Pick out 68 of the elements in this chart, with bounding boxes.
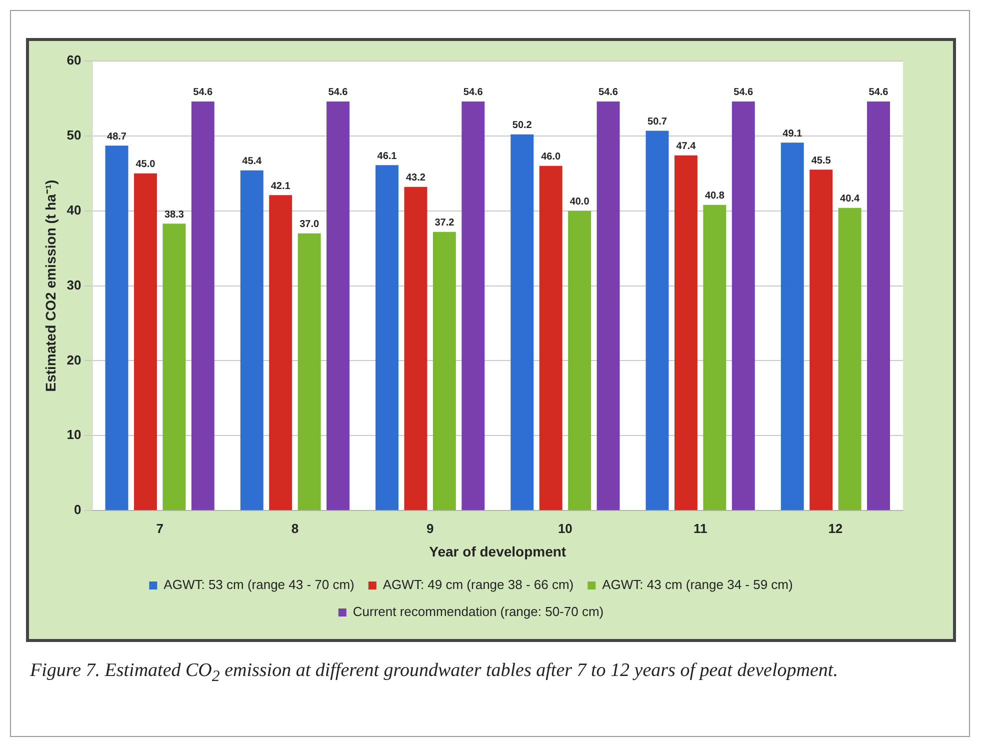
y-tick-label: 10 <box>66 427 82 442</box>
data-label: 47.4 <box>676 141 696 152</box>
x-tick-label: 10 <box>558 520 572 536</box>
bar <box>432 232 456 510</box>
bar <box>780 142 804 510</box>
x-tick-label: 11 <box>693 520 708 536</box>
data-label: 40.8 <box>704 190 725 202</box>
bar <box>810 170 833 510</box>
x-tick-label: 7 <box>156 520 164 536</box>
x-tick-label: 9 <box>426 520 434 536</box>
y-tick-label: 40 <box>66 202 82 218</box>
data-label: 38.3 <box>164 209 184 220</box>
legend-label: AGWT: 53 cm (range 43 - 70 cm) <box>164 577 354 592</box>
data-label: 45.4 <box>242 156 262 168</box>
data-label: 45.5 <box>811 155 832 166</box>
bar <box>867 101 890 510</box>
bar <box>539 166 562 510</box>
data-label: 46.1 <box>377 150 398 162</box>
y-axis-title: Estimated CO2 emission (t ha⁻¹) <box>42 180 58 392</box>
data-label: 54.6 <box>734 87 754 98</box>
legend-label: AGWT: 43 cm (range 34 - 59 cm) <box>602 577 793 592</box>
data-label: 40.4 <box>840 194 860 205</box>
legend-label: AGWT: 49 cm (range 38 - 66 cm) <box>382 577 574 592</box>
data-label: 49.1 <box>782 128 803 140</box>
bar <box>703 204 726 510</box>
bar <box>162 224 186 510</box>
caption: Figure 7. Estimated CO$_{2}$ emission at different groundwater tables after 7 to 12 years of peat development. <box>30 660 839 686</box>
bar <box>674 155 698 510</box>
y-tick-label: 50 <box>66 128 82 143</box>
bar <box>134 173 157 510</box>
bar <box>510 134 534 510</box>
data-label: 50.2 <box>512 120 532 132</box>
data-label: 37.0 <box>300 219 320 230</box>
data-label: 54.6 <box>328 87 348 98</box>
y-tick-label: 0 <box>74 502 82 518</box>
data-label: 50.7 <box>648 116 668 128</box>
bar <box>326 101 350 510</box>
bar <box>376 165 398 510</box>
x-axis-title: Year of development <box>429 543 566 560</box>
data-label: 43.2 <box>406 172 426 184</box>
bar <box>838 208 862 510</box>
x-tick-label: 12 <box>828 520 843 536</box>
bar <box>191 101 214 510</box>
y-tick-label: 20 <box>66 352 82 368</box>
y-tick-label: 60 <box>66 52 82 68</box>
bar <box>732 101 755 510</box>
bar <box>568 210 592 510</box>
bar <box>596 101 620 510</box>
data-label: 40.0 <box>570 196 590 208</box>
x-tick-label: 8 <box>291 520 299 536</box>
bar <box>105 146 128 510</box>
data-label: 37.2 <box>434 218 455 229</box>
bar <box>404 186 428 510</box>
data-label: 48.7 <box>107 131 127 142</box>
data-label: 54.6 <box>868 87 889 98</box>
data-label: 42.1 <box>270 180 291 192</box>
data-label: 54.6 <box>598 87 618 98</box>
bar <box>462 101 485 510</box>
data-label: 54.6 <box>463 87 484 98</box>
data-label: 54.6 <box>193 87 214 98</box>
data-label: 45.0 <box>136 159 156 170</box>
bar <box>646 130 669 510</box>
bar <box>298 233 321 510</box>
y-tick-label: 30 <box>66 277 82 292</box>
bar <box>269 195 292 510</box>
legend-label: Current recommendation (range: 50-70 cm) <box>352 604 604 620</box>
bar <box>240 170 264 510</box>
data-label: 46.0 <box>541 152 561 163</box>
